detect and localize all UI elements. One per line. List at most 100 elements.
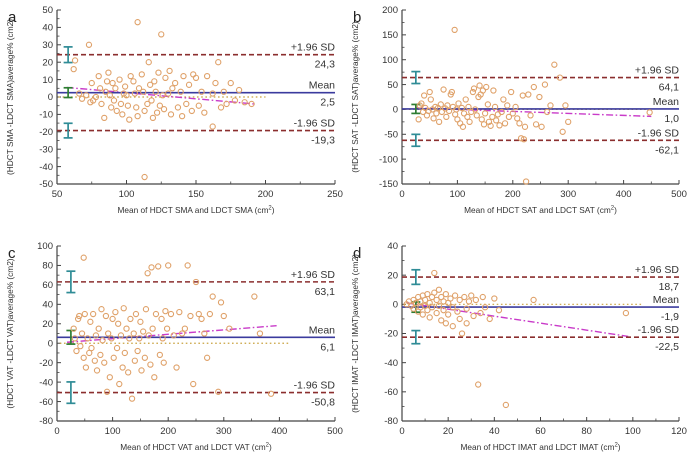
x-tick-label: 0: [54, 426, 59, 437]
data-point: [489, 113, 496, 121]
data-point: [480, 121, 488, 128]
mean-value: 2,5: [320, 97, 335, 109]
data-point: [527, 112, 534, 119]
mean-label: Mean: [653, 96, 679, 108]
error-bar: [66, 381, 76, 405]
data-point: [171, 79, 179, 87]
data-point: [92, 332, 100, 339]
data-point: [105, 69, 112, 76]
y-tick-label: -20: [39, 127, 53, 138]
y-axis-title: (HDCT IMAT -LDCT IMAT)average% (cm2): [350, 254, 360, 413]
data-point: [449, 323, 456, 330]
data-point: [464, 113, 471, 121]
data-point: [235, 86, 243, 94]
data-point: [99, 337, 106, 344]
data-point: [418, 100, 425, 107]
data-point: [223, 100, 230, 108]
data-point: [85, 41, 93, 48]
panel-letter-c: c: [8, 245, 16, 262]
data-point: [461, 293, 468, 301]
x-axis-title: Mean of HDCT SMA and LDCT SMA (cm2): [117, 205, 274, 215]
x-tick-label: 20: [443, 426, 454, 437]
data-point: [120, 305, 127, 312]
x-axis-title: Mean of HDCT IMAT and LDCT IMAT (cm2): [460, 442, 620, 452]
data-point: [138, 367, 145, 374]
data-point: [163, 325, 171, 332]
data-point: [117, 332, 125, 339]
data-point: [215, 388, 222, 395]
data-point: [493, 117, 500, 124]
data-point: [481, 110, 489, 117]
data-point: [456, 315, 463, 323]
mean-label: Mean: [653, 294, 679, 306]
lower_loa-value: -50,8: [311, 397, 335, 409]
upper_loa-label: +1.96 SD: [635, 264, 679, 276]
data-point: [473, 112, 480, 119]
data-point: [220, 88, 227, 95]
y-tick-label: -40: [384, 358, 398, 369]
data-point: [153, 109, 161, 116]
lower_loa-label: -1.96 SD: [294, 380, 336, 392]
data-point: [174, 104, 182, 111]
data-point: [128, 395, 136, 402]
mean-label: Mean: [309, 324, 335, 336]
data-point: [97, 351, 104, 359]
data-point: [113, 107, 120, 115]
data-point: [136, 335, 143, 342]
data-point: [160, 359, 167, 366]
data-point: [458, 104, 465, 112]
x-tick-label: 100: [625, 426, 641, 437]
data-point: [509, 110, 516, 117]
y-tick-label: 60: [42, 280, 53, 291]
data-point: [198, 315, 205, 323]
data-point: [491, 103, 499, 111]
x-tick-label: 400: [616, 189, 632, 200]
y-tick-label: -20: [384, 329, 398, 340]
data-point: [498, 108, 505, 116]
data-point: [116, 76, 123, 83]
data-point: [93, 367, 101, 374]
data-point: [438, 108, 446, 116]
data-point: [195, 310, 202, 318]
data-point: [428, 304, 436, 311]
data-point: [426, 88, 433, 96]
data-point: [87, 318, 94, 325]
upper_loa-value: 24,3: [315, 59, 336, 71]
data-point: [496, 122, 503, 129]
data-point: [447, 295, 454, 302]
data-point: [80, 254, 87, 261]
data-point: [141, 107, 148, 115]
y-tick-label: 80: [42, 261, 53, 272]
data-point: [212, 79, 219, 87]
data-point: [158, 31, 165, 38]
data-point: [160, 106, 168, 113]
data-point: [149, 114, 157, 122]
data-point: [102, 88, 109, 95]
x-tick-label: 400: [271, 426, 287, 437]
y-axis-title: (HDCT SMA -LDCT SMA)average% (cm2): [5, 19, 15, 175]
data-point: [131, 357, 138, 364]
data-point: [190, 71, 197, 78]
data-point: [453, 106, 460, 113]
data-point: [102, 312, 110, 320]
data-point: [248, 100, 255, 108]
data-point: [424, 290, 431, 298]
data-point: [84, 335, 91, 342]
y-tick-label: -80: [39, 416, 53, 427]
data-point: [82, 364, 90, 371]
data-point: [443, 113, 450, 121]
panel-b-cell: b 200 150 100 50 0 -50 -100 -150 0 100 200 300 400 500…: [345, 0, 689, 236]
error-bar: [66, 329, 76, 345]
data-point: [162, 307, 169, 315]
y-tick-label: 10: [42, 75, 53, 86]
x-tick-label: 150: [188, 189, 204, 200]
x-tick-label: 100: [449, 189, 465, 200]
data-point: [435, 302, 443, 309]
x-tick-label: 500: [327, 426, 343, 437]
data-point: [504, 102, 511, 109]
data-point: [421, 296, 429, 304]
data-point: [433, 296, 440, 304]
data-point: [135, 85, 143, 92]
